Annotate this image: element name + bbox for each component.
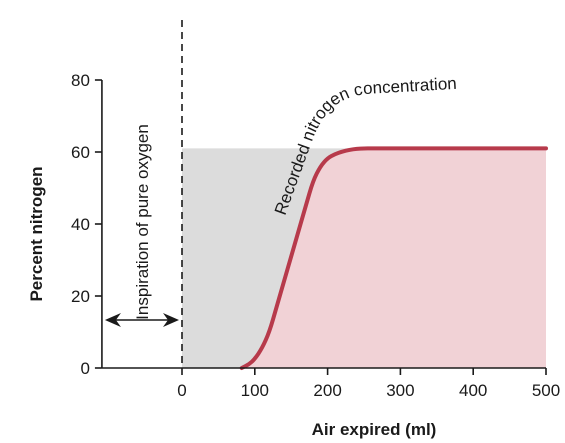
x-tick-label: 500 bbox=[532, 381, 560, 400]
arrow-head-right bbox=[163, 313, 179, 327]
curve-area bbox=[241, 148, 547, 368]
inspiration-arrow bbox=[104, 313, 179, 327]
y-tick-label: 80 bbox=[71, 71, 90, 90]
arrow-head-left bbox=[104, 313, 121, 327]
y-tick-label: 0 bbox=[80, 359, 89, 378]
x-ticks: 0 100 200 300 400 500 bbox=[177, 368, 560, 400]
nitrogen-curve bbox=[239, 146, 548, 370]
y-tick-label: 60 bbox=[71, 143, 90, 162]
x-tick-label: 400 bbox=[459, 381, 487, 400]
x-tick-label: 300 bbox=[386, 381, 414, 400]
plot-area bbox=[181, 20, 548, 370]
y-tick-label: 20 bbox=[71, 287, 90, 306]
y-axis-title: Percent nitrogen bbox=[27, 166, 46, 301]
x-tick-label: 0 bbox=[177, 381, 186, 400]
y-ticks: 0 20 40 60 80 bbox=[71, 71, 102, 378]
inspiration-label: Inspiration of pure oxygen bbox=[133, 124, 152, 320]
x-tick-label: 200 bbox=[313, 381, 341, 400]
x-tick-label: 100 bbox=[241, 381, 269, 400]
x-axis-title: Air expired (ml) bbox=[312, 420, 437, 439]
y-tick-label: 40 bbox=[71, 215, 90, 234]
